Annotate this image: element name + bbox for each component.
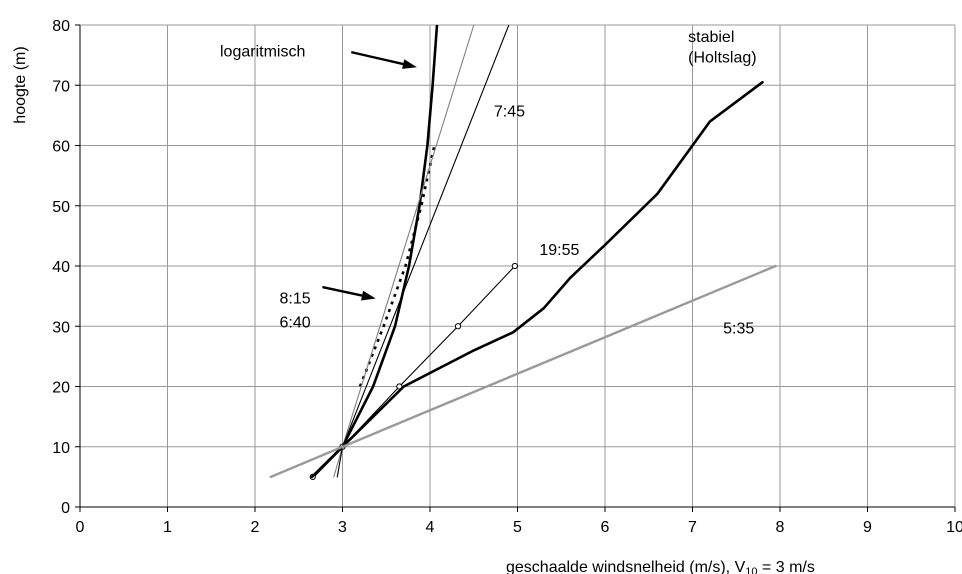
series-line-5-35 [269,264,777,479]
y-tick-label: 70 [52,78,70,95]
y-axis-title: hoogte (m) [12,46,29,123]
series-point-19-55 [454,323,462,330]
x-tick-label: 10 [946,519,962,536]
x-tick-label: 8 [776,519,785,536]
y-tick-label: 40 [52,259,70,276]
y-tick-label: 0 [61,500,70,517]
x-axis-title-subscript: 10 [745,566,757,574]
x-tick-label: 4 [426,519,435,536]
x-axis-title: geschaalde windsnelheid (m/s), V10 = 3 m… [506,559,815,574]
annotation-6-40: 6:40 [280,314,311,331]
x-tick-label: 9 [863,519,872,536]
annotation-holtslag: (Holtslag) [688,49,756,66]
x-tick-label: 7 [688,519,697,536]
y-tick-label: 20 [52,380,70,397]
x-tick-label: 3 [338,519,347,536]
arrow-head [361,290,376,301]
series-line-8-15 [358,145,436,387]
series-line-logaritmisch [311,25,439,479]
series-line-6-40 [333,25,475,478]
arrow-shaft [322,285,363,297]
annotations: logaritmisch stabiel (Holtslag) 7:45 19:55 8:… [220,29,757,338]
y-tick-label: 80 [52,18,70,35]
annotation-8-15: 8:15 [280,290,311,307]
x-tick-label: 1 [163,519,172,536]
series-line-stabiel-holtslag [310,80,764,479]
annotation-7-45: 7:45 [494,104,525,121]
annotation-19-55: 19:55 [539,242,579,259]
x-tick-label: 2 [251,519,260,536]
x-tick-label: 5 [513,519,522,536]
x-tick-label: 6 [601,519,610,536]
arrows [322,50,417,301]
annotation-5-35: 5:35 [723,320,754,337]
annotation-stabiel: stabiel [688,29,734,46]
y-tick-label: 60 [52,139,70,156]
x-tick-label: 0 [76,519,85,536]
y-tick-label: 30 [52,319,70,336]
axes [75,24,956,512]
arrow-head [402,59,417,69]
y-tick-label: 10 [52,440,70,457]
annotation-logaritmisch: logaritmisch [220,43,305,60]
x-axis-title-tail: = 3 m/s [757,559,814,574]
x-axis-title-main: geschaalde windsnelheid (m/s), V [506,559,746,574]
series-group [269,25,777,480]
arrow-shaft [350,50,404,66]
series-point-19-55 [511,262,518,270]
tick-labels: 0 1 2 3 4 5 6 7 8 9 10 0 10 20 30 40 50 60 70 80 [52,18,962,536]
y-tick-label: 50 [52,199,70,216]
